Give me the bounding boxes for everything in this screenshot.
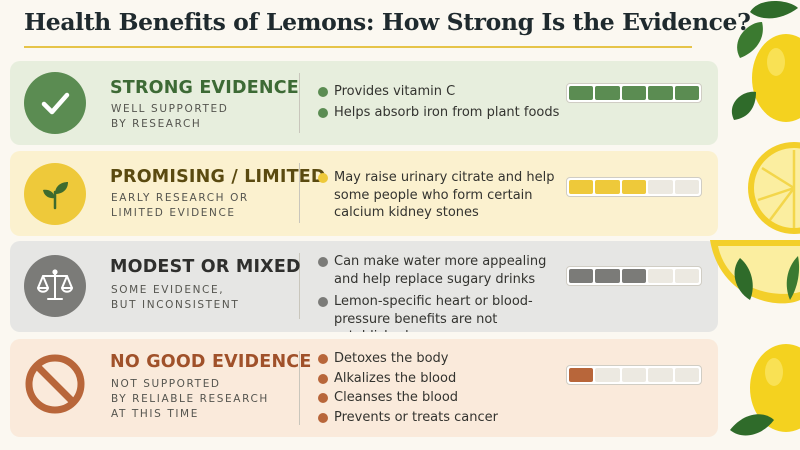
tier-subtitle-line: BUT INCONSISTENT [111, 299, 240, 311]
meter-segment-filled [595, 269, 620, 283]
bullet-dot [318, 393, 328, 403]
tier-subtitle-line: BY RELIABLE RESEARCH [111, 393, 269, 405]
lemon-illustration [710, 1, 800, 436]
divider [299, 351, 300, 425]
meter-segment-empty [674, 269, 700, 283]
bullet-item: Provides vitamin C [316, 83, 566, 101]
meter-segment-empty [648, 269, 673, 283]
divider [299, 73, 300, 133]
meter-segment-empty [621, 368, 647, 382]
tier-bullets: Provides vitamin C Helps absorb iron fro… [316, 83, 566, 121]
bullet-item: Cleanses the blood [316, 389, 566, 407]
tier-subtitle-line: LIMITED EVIDENCE [111, 207, 236, 219]
tier-heading: STRONG EVIDENCE [110, 78, 299, 98]
tier-subtitle-line: NOT SUPPORTED [111, 378, 221, 390]
meter-segment-empty [674, 368, 700, 382]
meter-segment-filled [569, 368, 594, 382]
tier-subtitle: SOME EVIDENCE, BUT INCONSISTENT [111, 283, 239, 313]
lemon [750, 344, 800, 432]
meter-segment-filled [621, 269, 647, 283]
bullet-item: Detoxes the body [316, 350, 566, 368]
checkmark-icon [24, 72, 86, 134]
divider [299, 253, 300, 319]
bullet-dot [318, 173, 328, 183]
meter-segment-filled [648, 86, 673, 100]
bullet-dot [318, 87, 328, 97]
bullet-item: Lemon-specific heart or blood-pressure b… [316, 293, 572, 332]
tier-bullets: Can make water more appealing and help r… [316, 253, 572, 332]
meter-segment-filled [569, 180, 594, 194]
meter-segment-empty [648, 368, 673, 382]
bullet-item: Alkalizes the blood [316, 370, 566, 388]
tier-bullets: May raise urinary citrate and help some … [316, 169, 566, 222]
tier-promising-panel: PROMISING / LIMITED EARLY RESEARCH OR LI… [10, 151, 718, 236]
tier-subtitle: WELL SUPPORTED BY RESEARCH [111, 102, 228, 132]
balance-scale-icon [24, 255, 86, 317]
meter-segment-empty [595, 368, 620, 382]
divider [299, 163, 300, 223]
bullet-item: Prevents or treats cancer [316, 409, 566, 427]
tier-subtitle-line: SOME EVIDENCE, [111, 284, 225, 296]
tier-subtitle: EARLY RESEARCH OR LIMITED EVIDENCE [111, 191, 249, 221]
tier-strong-panel: STRONG EVIDENCE WELL SUPPORTED BY RESEAR… [10, 61, 718, 145]
meter-segment-filled [569, 86, 594, 100]
tier-heading: MODEST OR MIXED [110, 257, 301, 277]
meter-segment-filled [595, 86, 620, 100]
tier-bullets: Detoxes the body Alkalizes the blood Cle… [316, 350, 566, 426]
bullet-dot [318, 257, 328, 267]
evidence-meter [566, 177, 702, 197]
tier-subtitle-line: AT THIS TIME [111, 408, 199, 420]
prohibited-icon [24, 353, 86, 415]
meter-segment-filled [621, 180, 647, 194]
lemon [752, 34, 800, 122]
meter-segment-filled [674, 86, 700, 100]
seedling-icon [24, 163, 86, 225]
leaf [734, 258, 753, 300]
meter-segment-empty [674, 180, 700, 194]
bullet-item: Helps absorb iron from plant foods [316, 104, 566, 122]
bullet-item: Can make water more appealing and help r… [316, 253, 572, 288]
tier-subtitle: NOT SUPPORTED BY RELIABLE RESEARCH AT TH… [111, 377, 269, 422]
tier-subtitle-line: BY RESEARCH [111, 118, 202, 130]
leaf [731, 91, 756, 120]
meter-segment-filled [569, 269, 594, 283]
bullet-dot [318, 107, 328, 118]
evidence-meter [566, 365, 702, 385]
leaf [750, 1, 798, 19]
leaf [786, 256, 800, 300]
leaf [730, 414, 774, 436]
tier-subtitle-line: EARLY RESEARCH OR [111, 192, 249, 204]
bullet-dot [318, 354, 328, 364]
evidence-meter [566, 266, 702, 286]
bullet-dot [318, 412, 328, 423]
title-underline [24, 46, 692, 48]
meter-segment-empty [648, 180, 673, 194]
tier-subtitle-line: WELL SUPPORTED [111, 103, 229, 115]
meter-segment-filled [595, 180, 620, 194]
tier-modest-panel: MODEST OR MIXED SOME EVIDENCE, BUT INCON… [10, 241, 718, 332]
meter-segment-filled [621, 86, 647, 100]
bullet-dot [318, 297, 328, 307]
tier-heading: NO GOOD EVIDENCE [110, 352, 312, 372]
page-title: Health Benefits of Lemons: How Strong Is… [24, 8, 751, 36]
bullet-dot [318, 373, 328, 384]
leaf [737, 22, 763, 58]
tier-heading: PROMISING / LIMITED [110, 167, 326, 187]
tier-none-panel: NO GOOD EVIDENCE NOT SUPPORTED BY RELIAB… [10, 339, 718, 437]
evidence-meter [566, 83, 702, 103]
bullet-item: May raise urinary citrate and help some … [316, 169, 566, 222]
